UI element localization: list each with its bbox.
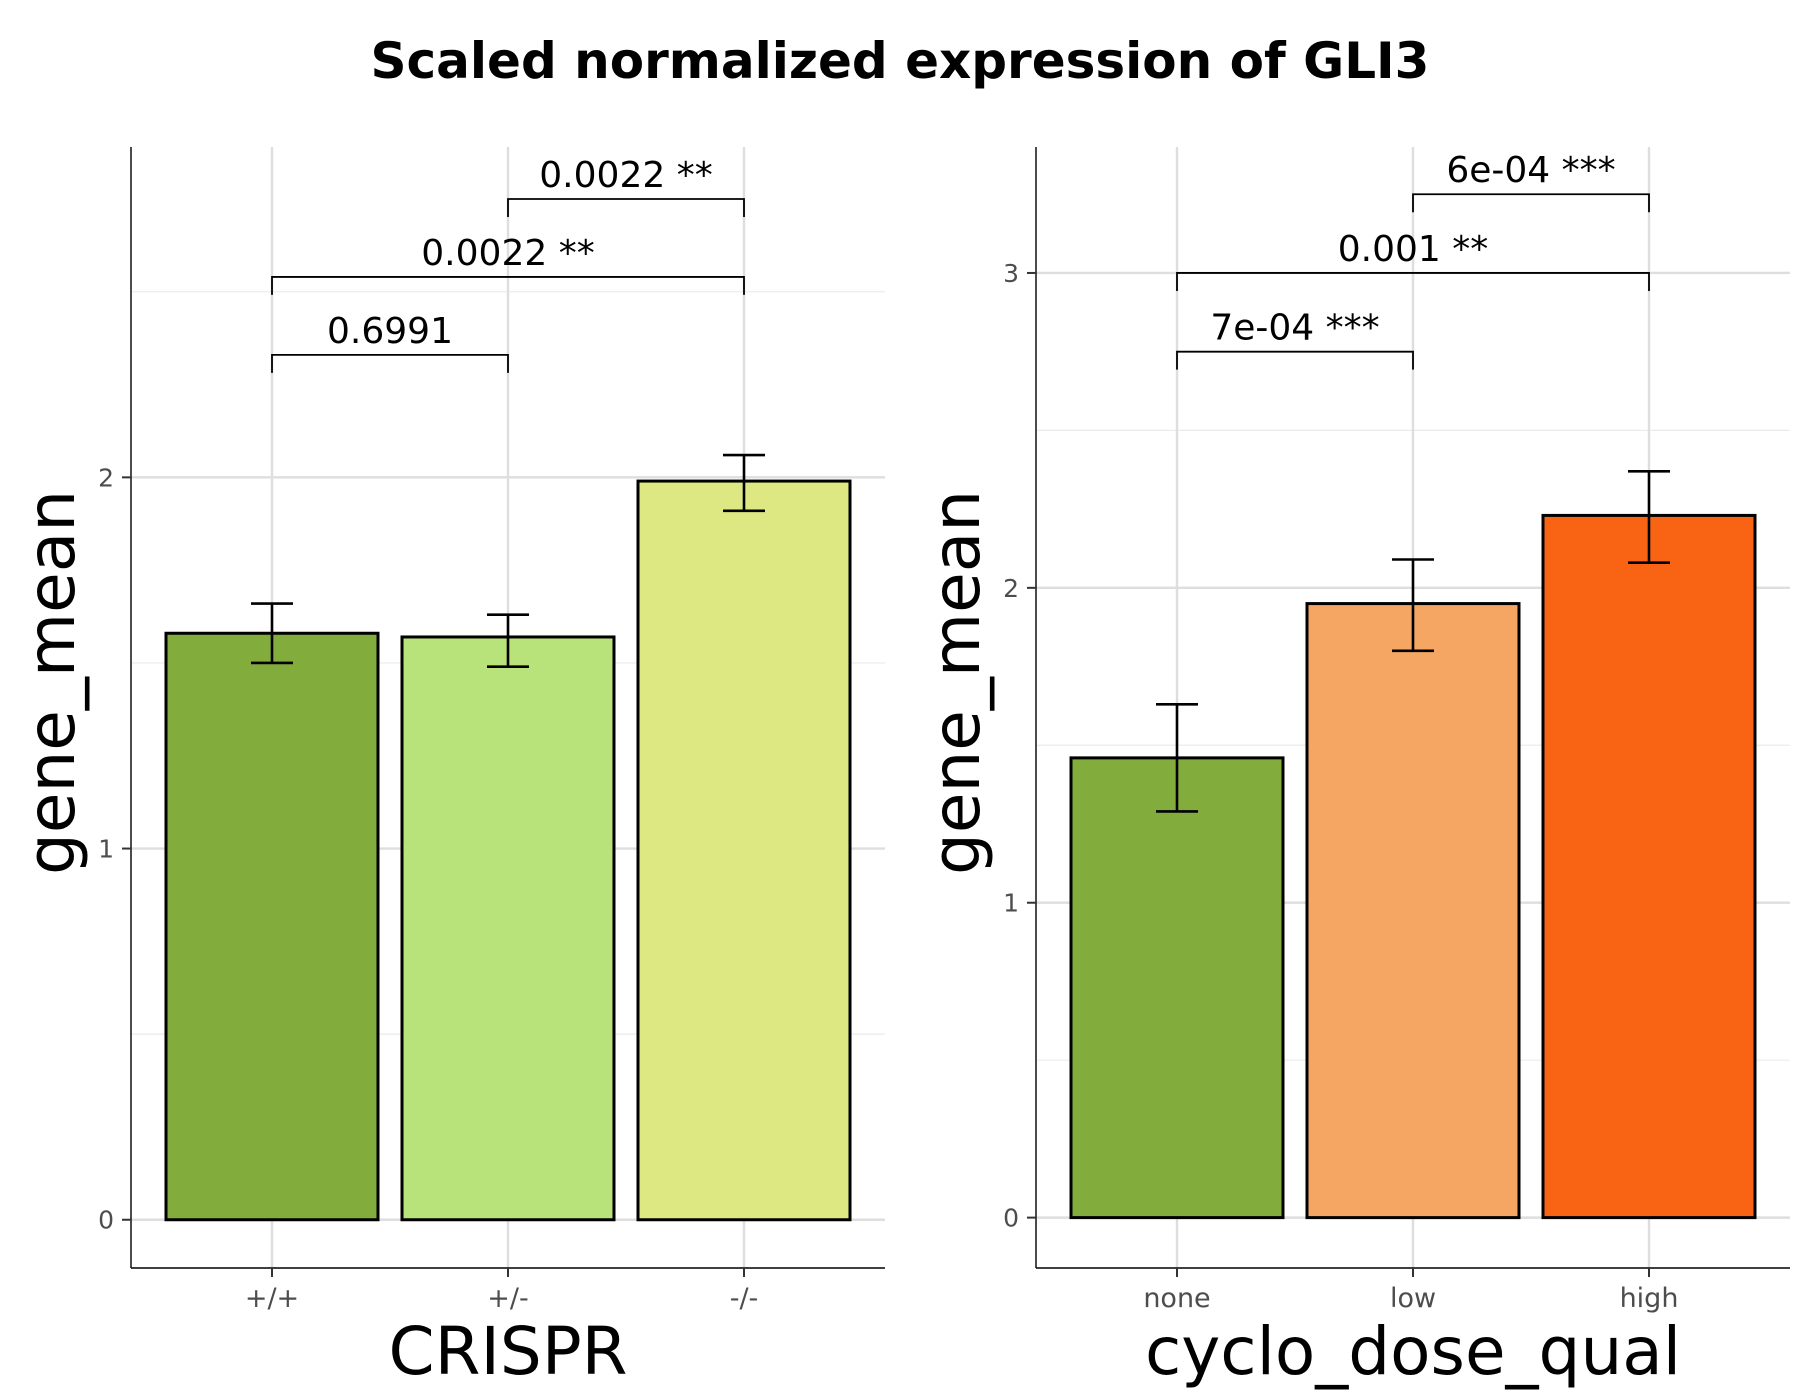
y-tick-label: 1 [98,835,114,864]
bar-+/- [400,635,616,1222]
x-tick-label: none [1143,1283,1210,1314]
chart-title: Scaled normalized expression of GLI3 [370,32,1430,90]
significance-bracket [507,198,745,217]
x-axis-title: cyclo_dose_qual [1145,1313,1681,1390]
significance-bracket [271,353,509,373]
significance-label: 0.6991 [327,311,453,352]
panel-crispr: 0.6991 0.0022 ** 0.0022 ** 0 1 2 +/+ +/- -/- CRIS… [13,147,885,1390]
x-tick-label: +/- [487,1283,528,1314]
x-tick-label: high [1620,1283,1679,1314]
y-tick-label: 1 [1003,889,1019,918]
y-tick-label: 2 [98,463,114,492]
bar-none [1069,756,1285,1220]
x-axis-title: CRISPR [389,1313,628,1390]
bar-low [1305,602,1521,1220]
significance-label: 7e-04 *** [1210,308,1379,349]
bar-+/+ [164,631,380,1222]
x-tick-label: low [1390,1283,1436,1314]
panel-cyclo-dose: 7e-04 *** 0.001 ** 6e-04 *** 0 1 2 3 none low hig… [918,147,1790,1390]
bar-high [1541,513,1757,1220]
significance-bracket [1412,193,1650,213]
significance-bracket [1176,272,1650,291]
significance-bracket [271,276,745,295]
x-tick-label: +/+ [245,1283,299,1314]
significance-label: 0.001 ** [1338,229,1489,270]
x-tick-label: -/- [730,1283,759,1314]
y-tick-label: 0 [98,1206,114,1235]
y-tick-label: 2 [1003,574,1019,603]
bar--/- [636,479,852,1222]
significance-bracket [1176,350,1414,370]
y-axis-title: gene_mean [13,490,90,875]
significance-label: 0.0022 ** [539,155,712,196]
y-tick-label: 0 [1003,1204,1019,1233]
y-tick-label: 3 [1003,259,1019,288]
significance-label: 0.0022 ** [421,233,594,274]
y-axis-title: gene_mean [918,490,995,875]
significance-label: 6e-04 *** [1446,150,1615,191]
